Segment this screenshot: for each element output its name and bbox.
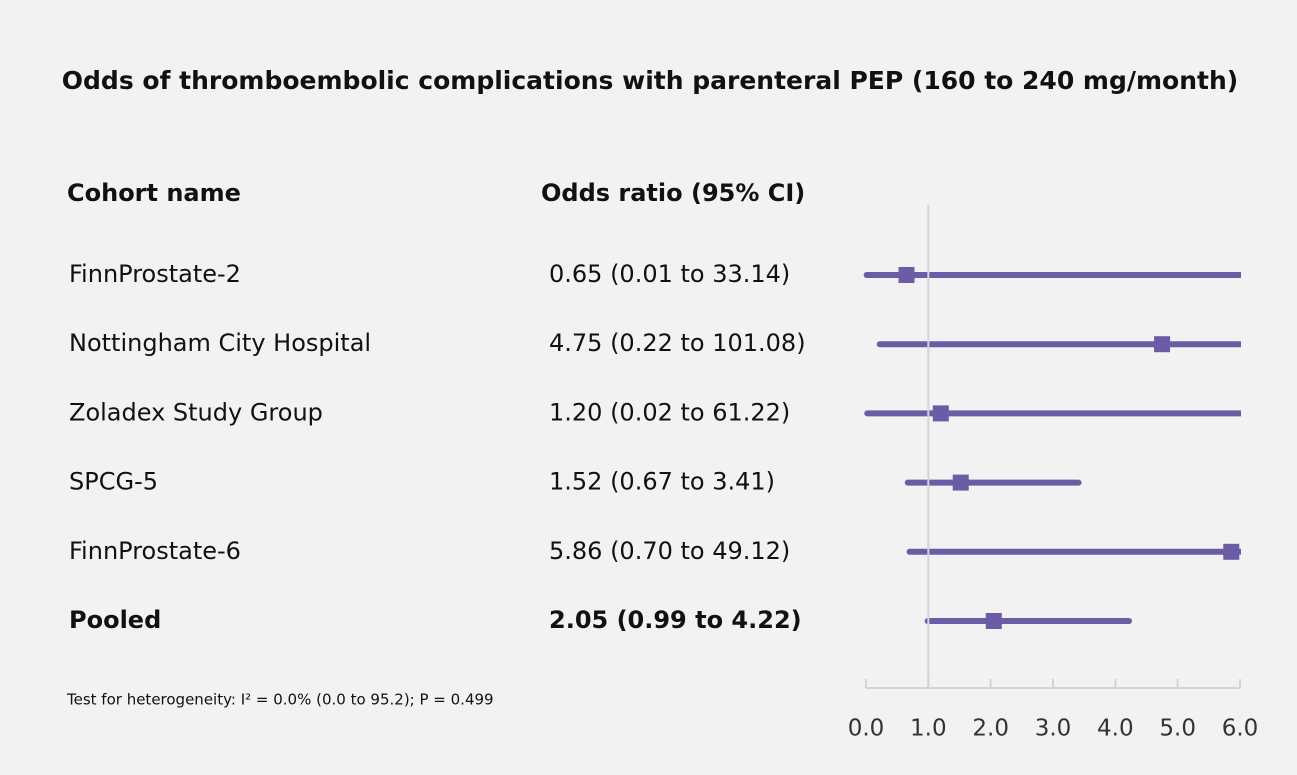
row-label: 1.20 (0.02 to 61.22)	[549, 398, 790, 426]
row-name: FinnProstate-2	[69, 260, 241, 288]
x-tick-label: 4.0	[1097, 716, 1134, 742]
x-tick-label: 2.0	[972, 716, 1009, 742]
x-tick-label: 5.0	[1159, 716, 1196, 742]
row-label: 4.75 (0.22 to 101.08)	[549, 329, 806, 357]
point-estimate	[985, 613, 1002, 629]
point-estimate	[1154, 336, 1171, 353]
row-name: Pooled	[69, 606, 161, 634]
row-label: 0.65 (0.01 to 33.14)	[549, 260, 790, 288]
chart-title: Odds of thromboembolic complications wit…	[62, 66, 1238, 95]
x-tick-label: 1.0	[910, 716, 947, 742]
row-label: 2.05 (0.99 to 4.22)	[549, 606, 802, 634]
point-estimate	[952, 474, 969, 491]
row-name: SPCG-5	[69, 468, 158, 496]
column-header: Cohort name	[67, 179, 241, 207]
row-label: 1.52 (0.67 to 3.41)	[549, 468, 775, 496]
x-tick-label: 0.0	[848, 716, 885, 742]
point-estimate	[932, 405, 949, 422]
x-tick-label: 3.0	[1035, 716, 1072, 742]
column-header: Odds ratio (95% CI)	[541, 179, 805, 207]
point-estimate	[898, 267, 915, 283]
point-estimate	[1223, 543, 1240, 560]
x-tick-label: 6.0	[1222, 716, 1259, 742]
row-name: Zoladex Study Group	[69, 398, 323, 426]
row-label: 5.86 (0.70 to 49.12)	[549, 537, 790, 565]
row-name: FinnProstate-6	[69, 537, 241, 565]
row-name: Nottingham City Hospital	[69, 329, 371, 357]
footnote: Test for heterogeneity: I² = 0.0% (0.0 t…	[66, 691, 494, 709]
plot-area	[863, 267, 1241, 629]
